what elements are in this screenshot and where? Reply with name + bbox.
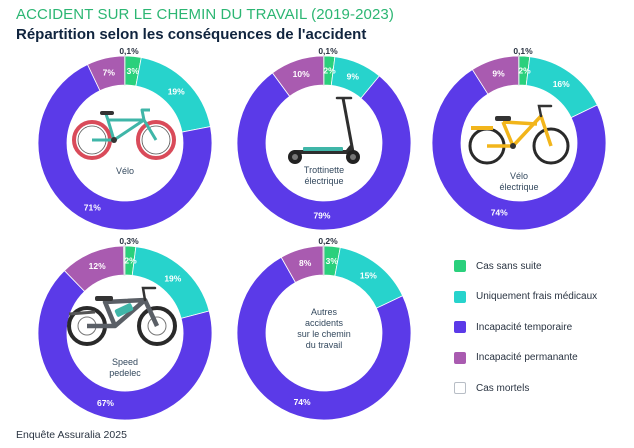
slice-incapacite-temporaire — [431, 68, 607, 231]
source-note: Enquête Assuralia 2025 — [16, 429, 127, 441]
legend-label: Cas sans suite — [476, 260, 542, 272]
legend-swatch — [454, 382, 466, 394]
slice-label-incapacite-permanente: 9% — [492, 68, 505, 78]
donut-svg: 3% 19% 71% 7% 0,1% — [37, 46, 213, 231]
legend-item-incapacite-permanente: Incapacité permanante — [454, 350, 597, 366]
slice-cas-mortels — [322, 245, 325, 276]
slice-incapacite-temporaire — [37, 63, 213, 231]
page-title: ACCIDENT SUR LE CHEMIN DU TRAVAIL (2019-… — [16, 6, 394, 23]
legend-label: Uniquement frais médicaux — [476, 291, 598, 302]
donut-chart-4: 2% 19% 67% 12% 0,3% Speed pedelec — [37, 234, 213, 421]
slice-incapacite-temporaire — [37, 270, 213, 421]
slice-cas-mortels — [518, 55, 520, 86]
slice-label-cas-sans-suite: 3% — [127, 66, 140, 76]
donut-chart-2: 2% 9% 79% 10% 0,1% Trottinette électrique — [236, 44, 412, 231]
donut-chart-1: 3% 19% 71% 7% 0,1% Vélo — [37, 44, 213, 231]
slice-label-incapacite-temporaire: 79% — [313, 210, 330, 220]
slice-label-incapacite-temporaire: 67% — [97, 398, 114, 408]
legend-item-cas-mortels: Cas mortels — [454, 380, 597, 396]
legend-label: Cas mortels — [476, 382, 530, 394]
slice-incapacite-temporaire — [236, 72, 412, 231]
slice-label-incapacite-permanente: 10% — [293, 69, 310, 79]
slice-label-cas-sans-suite: 2% — [124, 256, 137, 266]
slice-incapacite-temporaire — [236, 256, 412, 421]
slice-label-cas-sans-suite: 3% — [326, 256, 339, 266]
donut-chart-5: 3% 15% 74% 8% 0,2% Autres accidents sur le ch… — [236, 234, 412, 421]
slice-label-cas-sans-suite: 2% — [323, 66, 336, 76]
legend-item-cas-sans-suite: Cas sans suite — [454, 258, 597, 274]
donut-chart-3: 2% 16% 74% 9% 0,1% Vélo électrique — [431, 44, 607, 231]
legend-item-incapacite-temporaire: Incapacité temporaire — [454, 319, 597, 335]
speed-pedelec-icon — [67, 286, 177, 346]
slice-label-cas-mortels: 0,1% — [318, 46, 338, 56]
slice-label-frais-medicaux: 15% — [360, 271, 377, 281]
page-subtitle: Répartition selon les conséquences de l'… — [16, 26, 367, 43]
legend-item-frais-medicaux: Uniquement frais médicaux — [454, 289, 597, 305]
slice-label-cas-sans-suite: 2% — [518, 66, 531, 76]
legend: Cas sans suite Uniquement frais médicaux… — [454, 258, 597, 411]
slice-label-incapacite-temporaire: 71% — [84, 203, 101, 213]
slice-label-frais-medicaux: 19% — [168, 87, 185, 97]
slice-label-incapacite-temporaire: 74% — [294, 397, 311, 407]
donut-svg: 3% 15% 74% 8% 0,2% — [236, 236, 412, 421]
slice-label-cas-mortels: 0,1% — [119, 46, 139, 56]
donut-svg: 2% 9% 79% 10% 0,1% — [236, 46, 412, 231]
slice-label-cas-mortels: 0,3% — [119, 236, 139, 246]
bicycle-icon — [72, 108, 176, 160]
legend-swatch — [454, 260, 466, 272]
donut-svg: 2% 19% 67% 12% 0,3% — [37, 236, 213, 421]
slice-label-incapacite-permanente: 7% — [103, 67, 116, 77]
slice-label-frais-medicaux: 9% — [347, 71, 360, 81]
slice-label-incapacite-temporaire: 74% — [491, 208, 508, 218]
e-scooter-icon — [288, 96, 360, 164]
center-label: Vélo électrique — [499, 171, 539, 192]
slice-label-incapacite-permanente: 8% — [299, 258, 312, 268]
center-label: Trottinette électrique — [303, 165, 345, 186]
center-label: Autres accidents sur le chemin du travai… — [297, 307, 351, 350]
slice-cas-mortels — [323, 55, 325, 86]
legend-label: Incapacité temporaire — [476, 321, 573, 333]
legend-label: Incapacité permanante — [476, 352, 578, 363]
slice-label-frais-medicaux: 19% — [164, 274, 181, 284]
legend-swatch — [454, 321, 466, 333]
slice-label-incapacite-permanente: 12% — [89, 261, 106, 271]
center-label: Speed pedelec — [109, 357, 141, 378]
center-label: Vélo — [115, 166, 134, 176]
e-bike-icon — [468, 104, 570, 165]
legend-swatch — [454, 290, 466, 303]
slice-label-cas-mortels: 0,1% — [513, 46, 533, 56]
legend-swatch — [454, 351, 466, 364]
slice-cas-mortels — [124, 55, 126, 86]
donut-svg: 2% 16% 74% 9% 0,1% — [431, 46, 607, 231]
slice-label-frais-medicaux: 16% — [553, 79, 570, 89]
slice-label-cas-mortels: 0,2% — [318, 236, 338, 246]
slice-cas-mortels — [122, 245, 126, 276]
